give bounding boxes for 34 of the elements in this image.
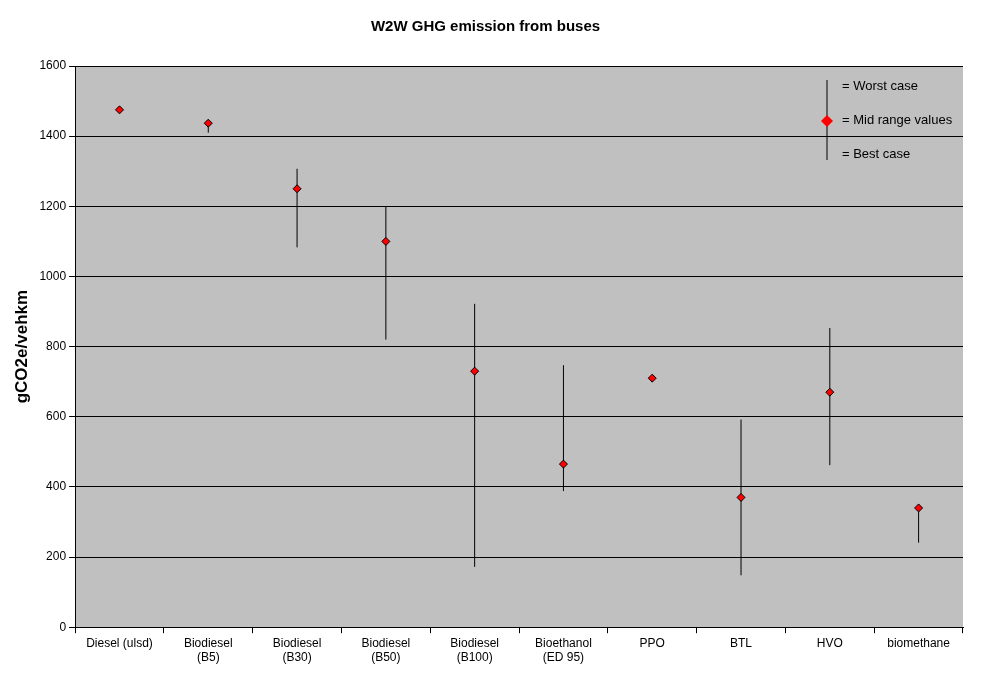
x-tick-label: Diesel (ulsd) [86, 635, 153, 650]
x-tick-label: Bioethanol (ED 95) [535, 635, 592, 665]
annotation: = Worst case [842, 78, 918, 93]
point [203, 118, 213, 128]
point [114, 105, 124, 115]
point [825, 387, 835, 397]
y-tick-label: 600 [46, 409, 67, 424]
chart-title: W2W GHG emission from buses [370, 17, 601, 35]
annotation: = Mid range values [842, 112, 953, 127]
y-tick-label: 1200 [39, 198, 67, 213]
y-axis-title: gCO2e/vehkm [11, 289, 31, 404]
point [647, 373, 657, 383]
x-tick-label: HVO [816, 635, 843, 650]
point [292, 184, 302, 194]
x-tick-label: Biodiesel (B30) [272, 635, 322, 665]
x-tick-label: biomethane [887, 635, 951, 650]
annotation: = Best case [842, 146, 911, 161]
y-tick-label: 400 [46, 479, 67, 494]
y-tick-label: 0 [59, 619, 67, 634]
point [736, 492, 746, 502]
x-tick-label: BTL [730, 635, 753, 650]
x-tick-label: Biodiesel (B50) [361, 635, 411, 665]
y-tick-label: 1600 [39, 58, 67, 73]
y-tick-label: 1400 [39, 128, 67, 143]
y-tick-label: 1000 [39, 268, 67, 283]
point [470, 366, 480, 376]
point [558, 459, 568, 469]
x-tick-label: Biodiesel (B100) [450, 635, 499, 665]
x-tick-label: PPO [639, 635, 665, 650]
x-tick-label: Biodiesel (B5) [183, 635, 233, 665]
y-tick-label: 800 [46, 338, 67, 353]
point [914, 503, 924, 513]
y-tick-label: 200 [46, 549, 67, 564]
point [381, 236, 391, 246]
